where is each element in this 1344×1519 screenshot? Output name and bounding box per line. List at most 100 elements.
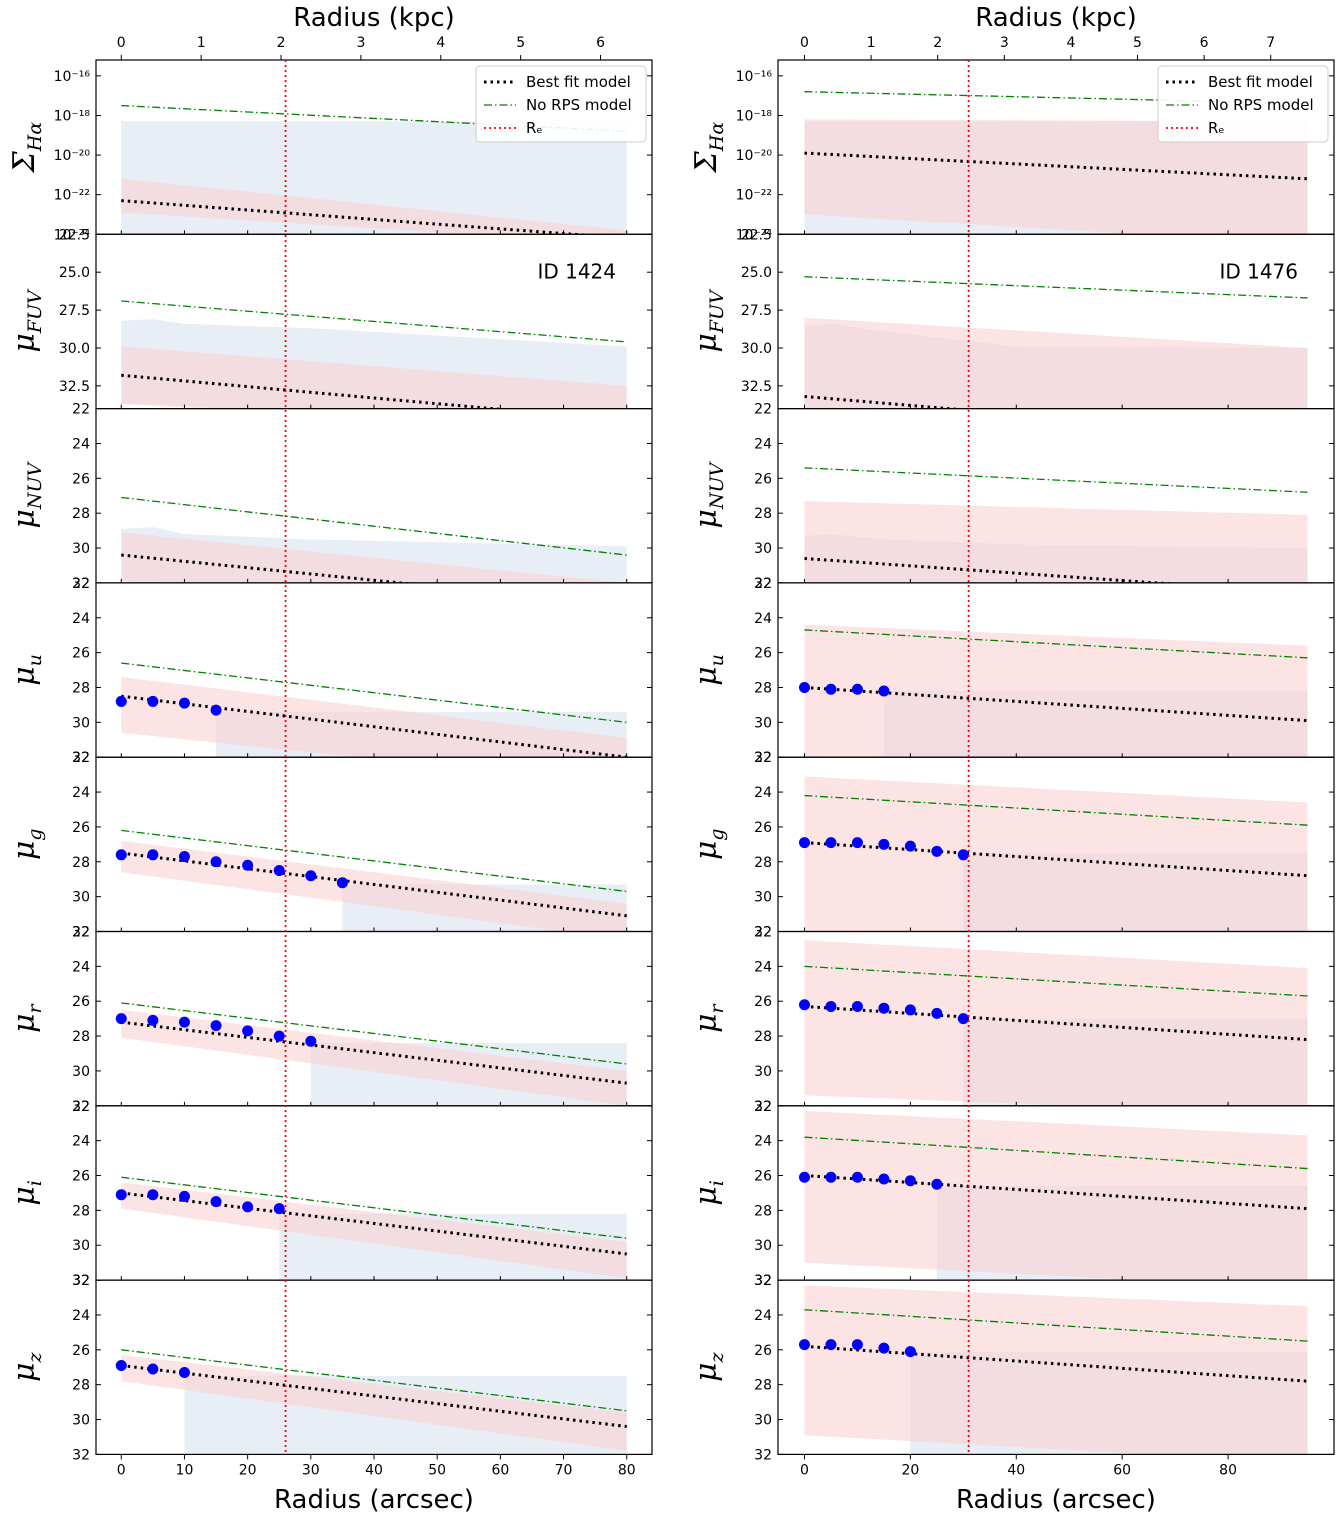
data-point [147, 695, 159, 707]
y-tick-label: 32.5 [741, 379, 772, 395]
data-point [825, 837, 837, 849]
y-tick-label: 22.5 [741, 227, 772, 243]
y-tick-label: 26 [754, 994, 772, 1010]
y-tick-label: 32 [72, 1273, 90, 1289]
y-tick-label: 32.5 [59, 379, 90, 395]
legend-box [475, 65, 647, 143]
data-point [798, 999, 810, 1011]
y-tick-label: 28 [754, 855, 772, 871]
data-point [305, 870, 317, 882]
y-axis-symbol: μ [689, 1013, 724, 1033]
kpc-tick-label: 6 [1200, 35, 1209, 51]
data-point [178, 1016, 190, 1028]
model-uncertainty-band [804, 119, 1308, 235]
data-point [178, 1366, 190, 1378]
y-tick-label: 24 [754, 785, 772, 801]
top-axis-title-left: Radius (kpc) [293, 3, 455, 33]
y-axis-subscript: i [24, 1180, 46, 1186]
panel-left-hα [121, 104, 627, 235]
model-uncertainty-band [804, 624, 1308, 758]
kpc-tick-label: 2 [277, 35, 286, 51]
y-tick-label: 22 [754, 750, 772, 766]
no-rps-model-line [121, 1176, 627, 1239]
y-axis-symbol: μ [7, 509, 42, 529]
data-point [273, 1203, 285, 1215]
y-tick-label: 22 [754, 402, 772, 418]
y-tick-label: 22 [72, 576, 90, 592]
data-point [147, 1363, 159, 1375]
data-point [851, 837, 863, 849]
y-axis-label: ΣHα [7, 122, 46, 174]
best-fit-model-line [121, 1191, 627, 1256]
y-tick-label: 26 [754, 646, 772, 662]
model-uncertainty-band [121, 1355, 627, 1451]
y-axis-subscript: Hα [706, 122, 728, 153]
y-tick-label: 26 [72, 820, 90, 836]
best-fit-model-line [121, 851, 627, 918]
y-tick-label: 25.0 [59, 265, 90, 281]
panel-right-fuv [804, 276, 1308, 409]
y-axis-label: μNUV [689, 461, 728, 529]
y-tick-label: 27.5 [59, 303, 90, 319]
y-tick-label: 10⁻²⁰ [54, 148, 91, 164]
panel-right-hα [804, 91, 1308, 235]
y-axis-label: μFUV [7, 288, 46, 353]
data-point [273, 1030, 285, 1042]
y-tick-label: 10⁻¹⁶ [54, 69, 91, 85]
y-tick-label: 28 [72, 506, 90, 522]
kpc-tick-label: 5 [1133, 35, 1142, 51]
y-tick-label: 30 [72, 890, 90, 906]
y-axis-symbol: μ [7, 841, 42, 861]
y-tick-label: 24 [754, 1134, 772, 1150]
y-axis-subscript: Hα [24, 122, 46, 153]
y-tick-label: 24 [72, 785, 90, 801]
data-point [851, 683, 863, 695]
y-tick-label: 28 [754, 1203, 772, 1219]
y-axis-subscript: g [706, 829, 728, 841]
data-point [115, 1360, 127, 1372]
panel-left-z [115, 1349, 627, 1455]
y-tick-label: 22 [72, 750, 90, 766]
y-tick-label: 28 [754, 506, 772, 522]
data-point [931, 1178, 943, 1190]
data-point [242, 859, 254, 871]
y-tick-label: 22.5 [59, 227, 90, 243]
y-tick-label: 24 [754, 611, 772, 627]
y-axis-symbol: μ [7, 1186, 42, 1206]
y-tick-label: 24 [72, 1134, 90, 1150]
best-fit-model-line [121, 1020, 627, 1085]
y-axis-subscript: FUV [24, 288, 46, 334]
data-point [147, 1189, 159, 1201]
data-point [210, 856, 222, 868]
plot-area: 10⁻²⁴10⁻²²10⁻²⁰10⁻¹⁸10⁻¹⁶ΣHα22.525.027.5… [7, 35, 1335, 1478]
y-tick-label: 32 [72, 1273, 90, 1289]
y-tick-label: 32 [72, 925, 90, 941]
x-tick-label: 60 [1113, 1462, 1131, 1478]
data-point [878, 685, 890, 697]
y-tick-label: 28 [72, 680, 90, 696]
kpc-tick-label: 2 [933, 35, 942, 51]
model-uncertainty-band [121, 677, 627, 758]
data-point [336, 877, 348, 889]
model-uncertainty-band [804, 1111, 1308, 1281]
model-uncertainty-band [121, 346, 627, 409]
y-tick-label: 28 [72, 1378, 90, 1394]
data-point [904, 1175, 916, 1187]
data-point [825, 1000, 837, 1012]
y-tick-label: 30 [754, 890, 772, 906]
y-tick-label: 30 [72, 1413, 90, 1429]
data-point [878, 1173, 890, 1185]
y-tick-label: 32 [754, 1447, 772, 1463]
data-point [957, 849, 969, 861]
data-point [178, 697, 190, 709]
y-axis-label: μg [689, 829, 728, 861]
y-tick-label: 32 [754, 1273, 772, 1289]
y-tick-label: 30 [72, 1238, 90, 1254]
y-tick-label: 32 [72, 750, 90, 766]
data-point [878, 1342, 890, 1354]
y-tick-label: 32 [754, 750, 772, 766]
panel-right-u [798, 624, 1308, 758]
data-point [115, 695, 127, 707]
data-point [825, 683, 837, 695]
y-tick-label: 24 [72, 959, 90, 975]
